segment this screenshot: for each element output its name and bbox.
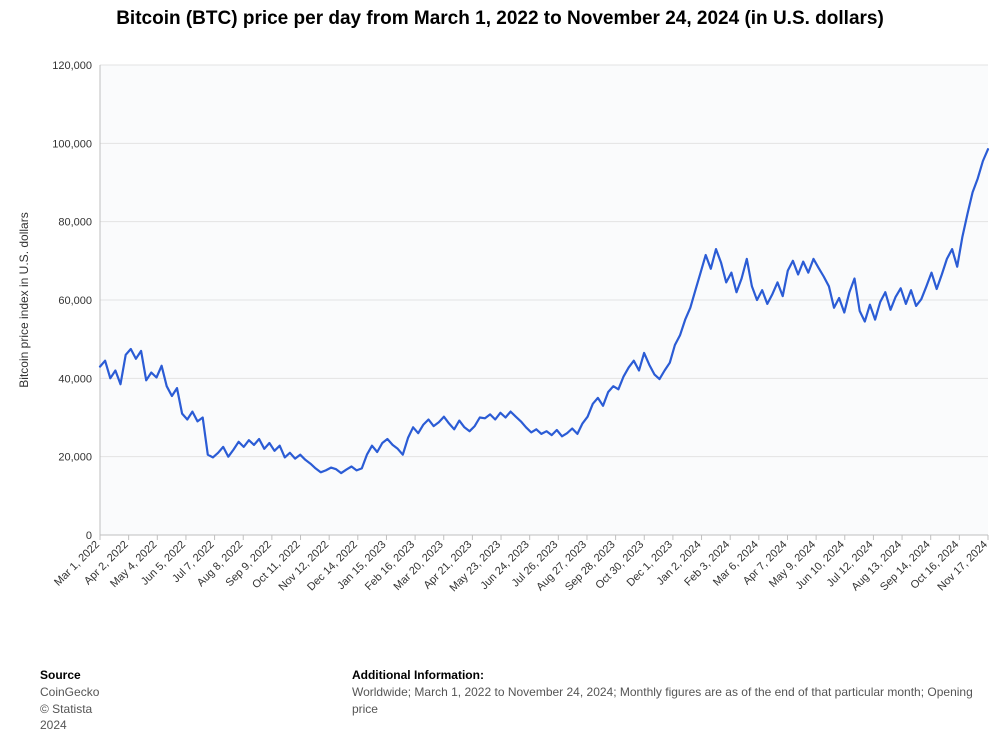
line-chart: 020,00040,00060,00080,000100,000120,000B… bbox=[0, 40, 1000, 680]
svg-text:100,000: 100,000 bbox=[52, 138, 92, 150]
info-column: Additional Information: Worldwide; March… bbox=[352, 668, 1000, 733]
info-header: Additional Information: bbox=[352, 668, 1000, 682]
source-line: CoinGecko bbox=[40, 684, 122, 700]
info-line: Worldwide; March 1, 2022 to November 24,… bbox=[352, 684, 1000, 716]
chart-container: Bitcoin (BTC) price per day from March 1… bbox=[0, 0, 1000, 743]
svg-text:80,000: 80,000 bbox=[58, 217, 92, 229]
svg-text:Bitcoin price index in U.S. do: Bitcoin price index in U.S. dollars bbox=[17, 212, 31, 387]
svg-text:40,000: 40,000 bbox=[58, 373, 92, 385]
chart-title: Bitcoin (BTC) price per day from March 1… bbox=[0, 8, 1000, 30]
copyright-line: © Statista 2024 bbox=[40, 701, 122, 733]
svg-text:20,000: 20,000 bbox=[58, 452, 92, 464]
source-header: Source bbox=[40, 668, 122, 682]
chart-footer: Source CoinGecko © Statista 2024 Additio… bbox=[40, 668, 1000, 733]
svg-text:120,000: 120,000 bbox=[52, 60, 92, 72]
source-column: Source CoinGecko © Statista 2024 bbox=[40, 668, 122, 733]
svg-text:60,000: 60,000 bbox=[58, 295, 92, 307]
